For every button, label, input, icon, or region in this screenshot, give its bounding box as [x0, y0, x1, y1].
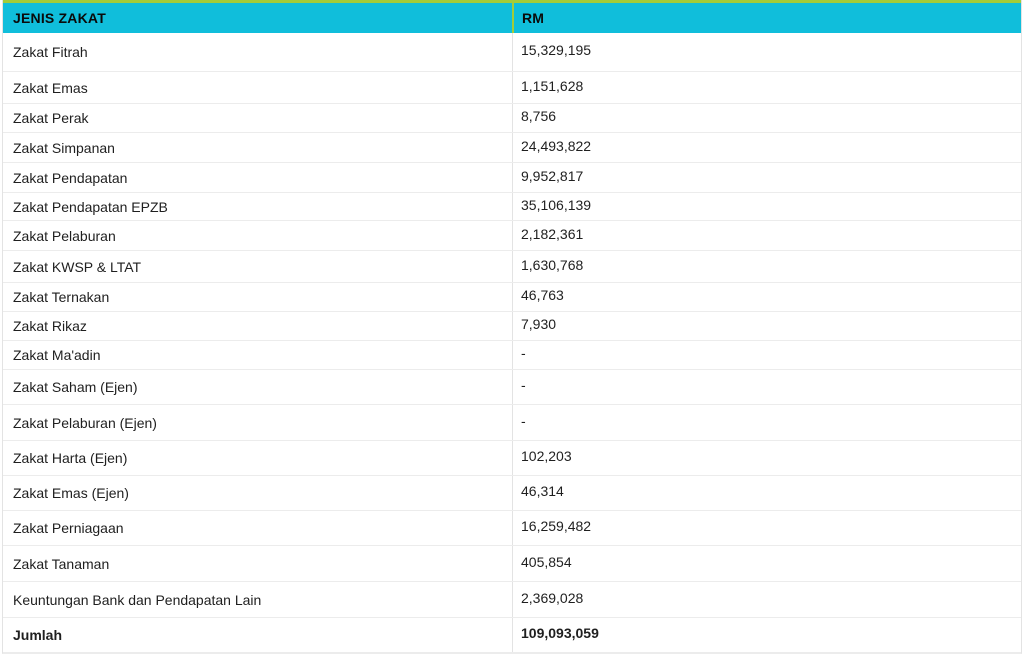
- rm-amount-cell: 9,952,817: [512, 163, 1021, 192]
- table-header-row: JENIS ZAKAT RM: [3, 0, 1021, 33]
- rm-amount-cell: 46,314: [512, 476, 1021, 510]
- zakat-table: JENIS ZAKAT RM Zakat Fitrah 15,329,195 Z…: [2, 0, 1022, 654]
- table-row: Zakat Pelaburan 2,182,361: [3, 221, 1021, 251]
- jenis-zakat-cell: Zakat Saham (Ejen): [13, 379, 138, 395]
- jenis-zakat-cell: Zakat Pelaburan: [13, 227, 116, 244]
- jenis-zakat-cell: Zakat Ma'adin: [13, 347, 101, 363]
- jenis-zakat-cell: Zakat Ternakan: [13, 289, 110, 305]
- jenis-zakat-cell: Zakat Harta (Ejen): [13, 450, 128, 466]
- table-row: Zakat Saham (Ejen) -: [3, 370, 1021, 405]
- column-header-rm: RM: [512, 3, 1021, 33]
- table-row: Zakat Harta (Ejen) 102,203: [3, 441, 1021, 476]
- rm-amount-cell: -: [512, 341, 1021, 369]
- jenis-zakat-cell: Zakat KWSP & LTAT: [13, 258, 142, 275]
- rm-amount-cell: 1,630,768: [512, 251, 1021, 282]
- table-row: Zakat KWSP & LTAT 1,630,768: [3, 251, 1021, 283]
- jenis-zakat-cell: Zakat Fitrah: [13, 44, 88, 60]
- column-header-jenis-zakat: JENIS ZAKAT: [13, 10, 106, 26]
- rm-amount-cell: 16,259,482: [512, 511, 1021, 545]
- rm-amount-cell: 2,182,361: [512, 221, 1021, 250]
- rm-amount-cell: 2,369,028: [512, 582, 1021, 617]
- table-row: Keuntungan Bank dan Pendapatan Lain 2,36…: [3, 582, 1021, 618]
- table-row: Zakat Tanaman 405,854: [3, 546, 1021, 582]
- table-row: Zakat Ma'adin -: [3, 341, 1021, 370]
- table-body: Zakat Fitrah 15,329,195 Zakat Emas 1,151…: [3, 33, 1021, 653]
- rm-amount-cell: 405,854: [512, 546, 1021, 581]
- table-row: Zakat Perniagaan 16,259,482: [3, 511, 1021, 546]
- table-row: Zakat Ternakan 46,763: [3, 283, 1021, 312]
- rm-amount-cell: 15,329,195: [512, 33, 1021, 71]
- rm-amount-cell: 102,203: [512, 441, 1021, 475]
- jenis-zakat-cell: Zakat Rikaz: [13, 318, 87, 334]
- rm-amount-cell: 46,763: [512, 283, 1021, 311]
- rm-amount-cell: -: [512, 370, 1021, 404]
- jenis-zakat-cell: Zakat Simpanan: [13, 139, 115, 156]
- jenis-zakat-cell: Zakat Perak: [13, 110, 89, 126]
- jenis-zakat-cell: Zakat Pelaburan (Ejen): [13, 414, 157, 431]
- jenis-zakat-cell: Zakat Pendapatan: [13, 169, 128, 186]
- table-row: Zakat Emas 1,151,628: [3, 72, 1021, 104]
- jenis-zakat-cell: Zakat Pendapatan EPZB: [13, 198, 168, 215]
- table-row: Zakat Perak 8,756: [3, 104, 1021, 133]
- table-row: Zakat Rikaz 7,930: [3, 312, 1021, 341]
- table-row: Jumlah 109,093,059: [3, 618, 1021, 653]
- jenis-zakat-cell: Jumlah: [13, 627, 63, 643]
- rm-amount-cell: 1,151,628: [512, 72, 1021, 103]
- table-row: Zakat Pendapatan 9,952,817: [3, 163, 1021, 193]
- rm-amount-cell: 8,756: [512, 104, 1021, 132]
- table-row: Zakat Simpanan 24,493,822: [3, 133, 1021, 163]
- table-row: Zakat Pendapatan EPZB 35,106,139: [3, 193, 1021, 221]
- table-row: Zakat Emas (Ejen) 46,314: [3, 476, 1021, 511]
- jenis-zakat-cell: Zakat Tanaman: [13, 555, 110, 572]
- rm-amount-cell: 24,493,822: [512, 133, 1021, 162]
- rm-amount-cell: 35,106,139: [512, 193, 1021, 220]
- rm-amount-cell: -: [512, 405, 1021, 440]
- rm-amount-cell: 109,093,059: [512, 618, 1021, 652]
- table-row: Zakat Fitrah 15,329,195: [3, 33, 1021, 72]
- table-row: Zakat Pelaburan (Ejen) -: [3, 405, 1021, 441]
- jenis-zakat-cell: Zakat Perniagaan: [13, 520, 124, 536]
- jenis-zakat-cell: Keuntungan Bank dan Pendapatan Lain: [13, 591, 262, 608]
- rm-amount-cell: 7,930: [512, 312, 1021, 340]
- jenis-zakat-cell: Zakat Emas: [13, 79, 88, 96]
- jenis-zakat-cell: Zakat Emas (Ejen): [13, 485, 129, 501]
